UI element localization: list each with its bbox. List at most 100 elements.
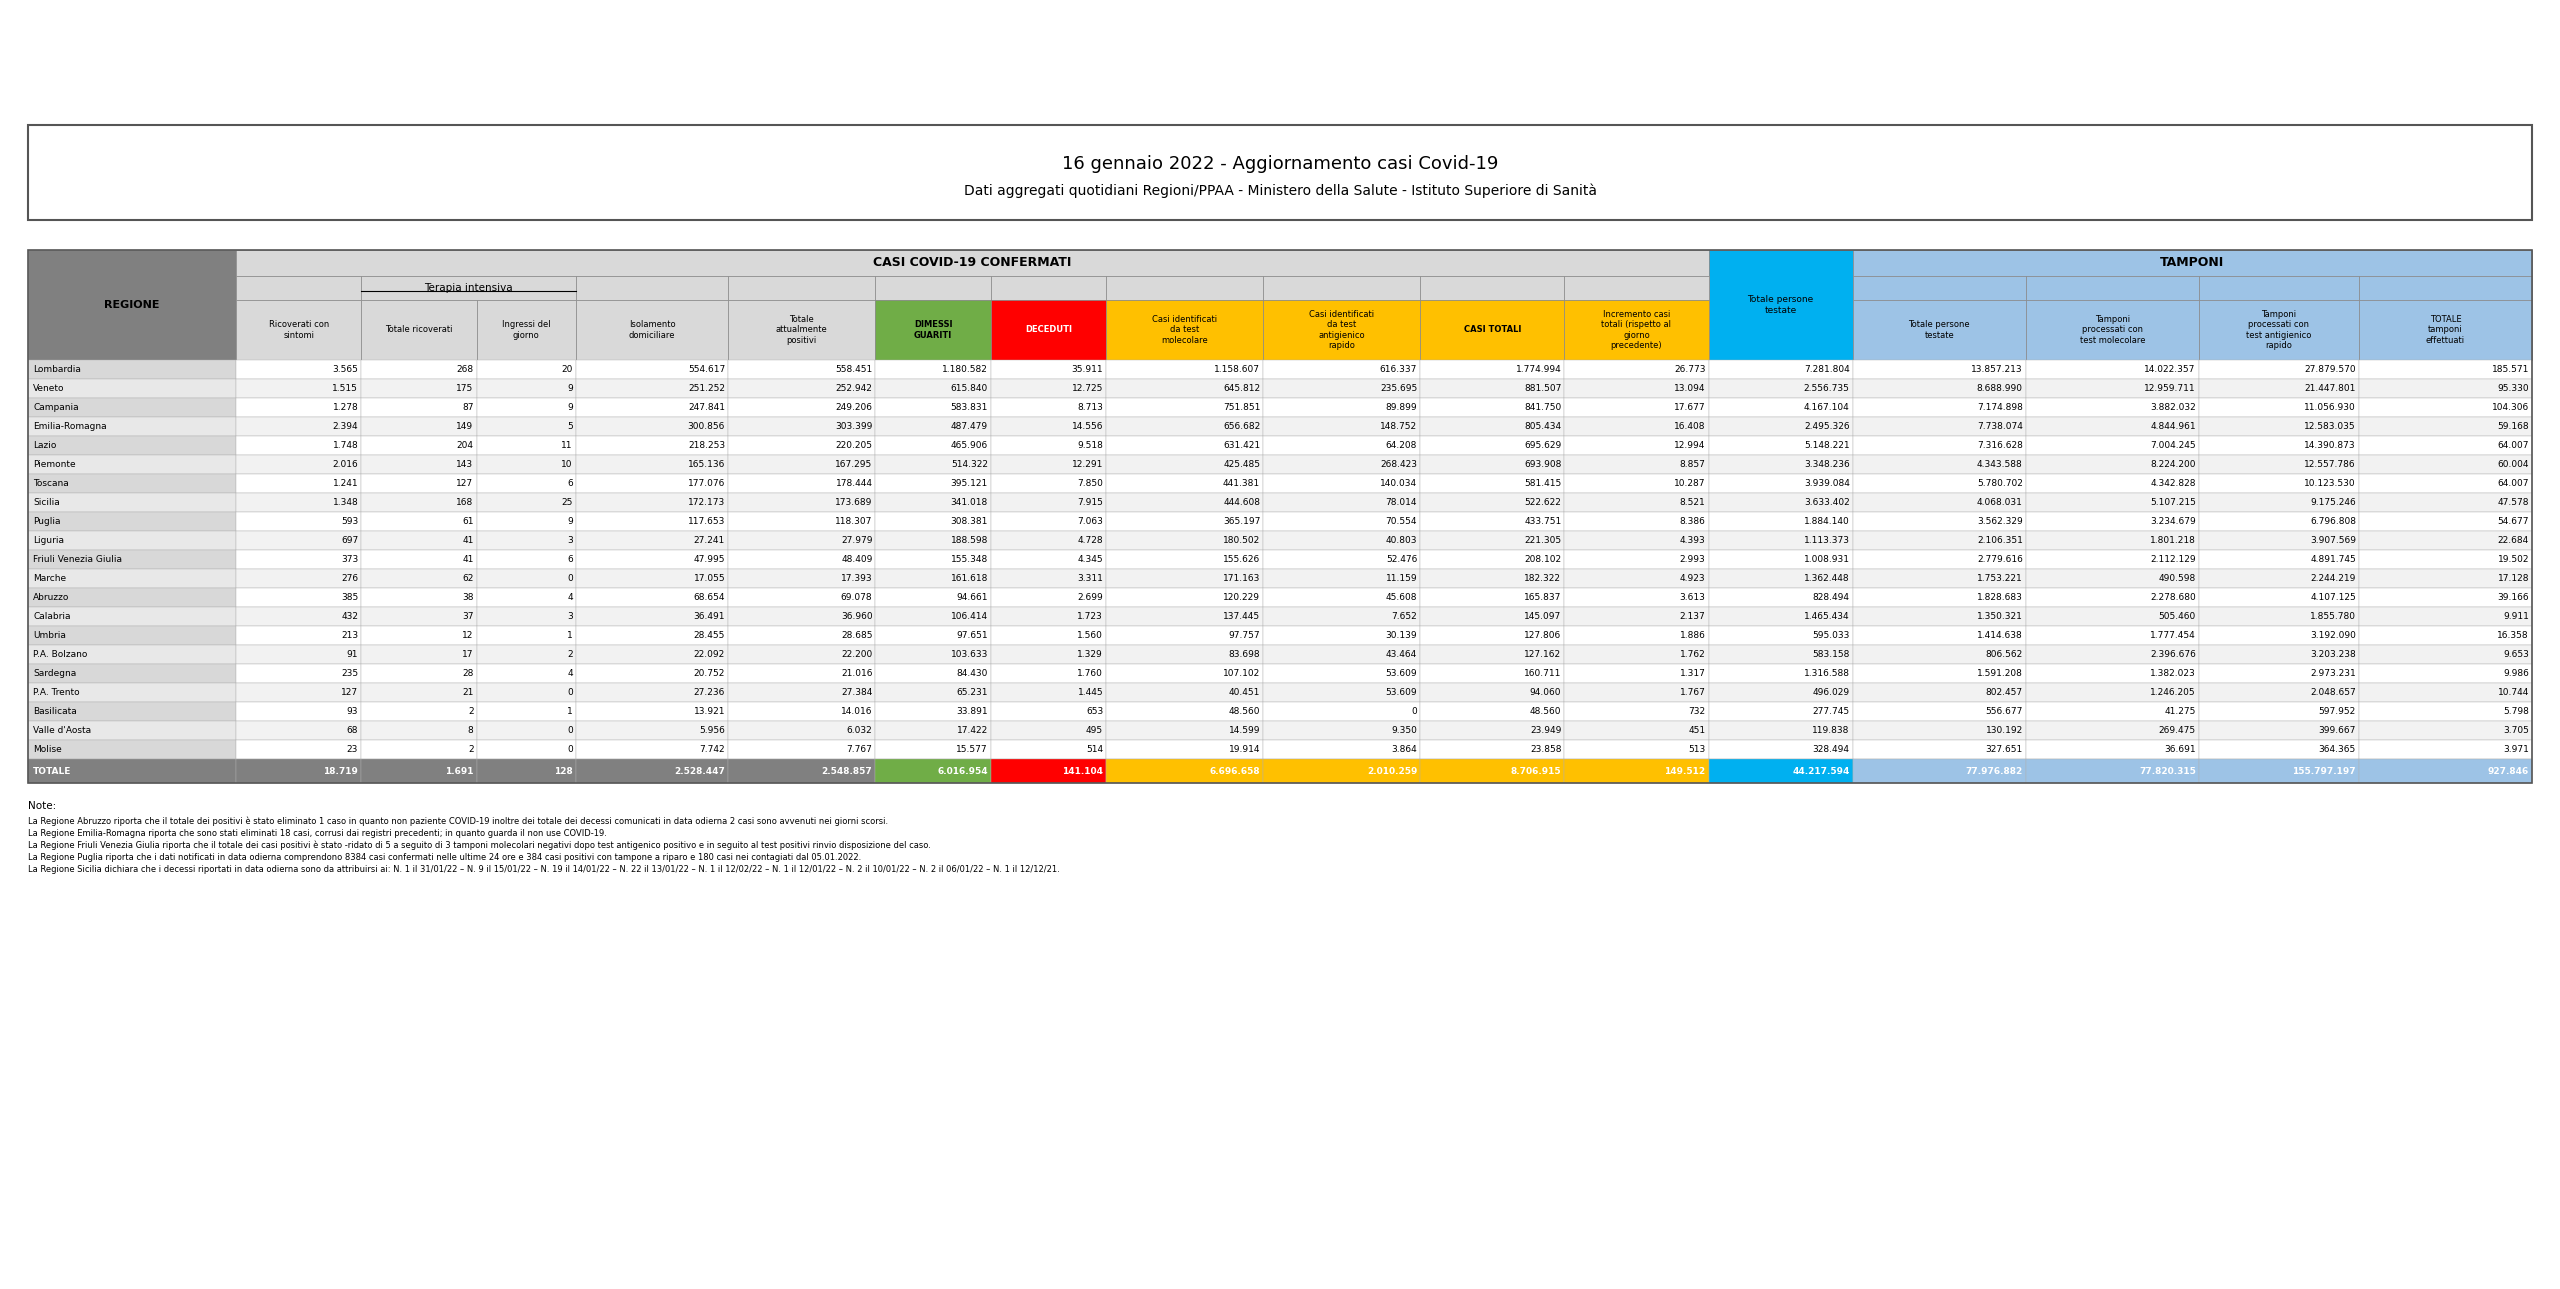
Text: 4.107.125: 4.107.125	[2309, 593, 2355, 602]
Bar	[476, 626, 576, 644]
Text: 140.034: 140.034	[1380, 480, 1418, 489]
Text: 91: 91	[346, 650, 358, 659]
Text: 155.797.197: 155.797.197	[2291, 767, 2355, 776]
Text: DECEDUTI: DECEDUTI	[1024, 326, 1073, 335]
Bar	[28, 607, 236, 626]
Bar	[2358, 568, 2532, 588]
Bar	[1106, 512, 1262, 531]
Text: 143: 143	[456, 460, 474, 469]
Text: 2.556.735: 2.556.735	[1805, 384, 1851, 393]
Text: 1.316.588: 1.316.588	[1805, 669, 1851, 678]
Text: 59.168: 59.168	[2499, 422, 2529, 431]
Text: 27.236: 27.236	[694, 688, 724, 697]
Text: 3.882.032: 3.882.032	[2150, 403, 2196, 412]
Text: 1.748: 1.748	[333, 441, 358, 450]
Text: Abruzzo: Abruzzo	[33, 593, 69, 602]
Text: DIMESSI
GUARITI: DIMESSI GUARITI	[914, 321, 952, 339]
Text: 64.007: 64.007	[2499, 480, 2529, 489]
Text: 65.231: 65.231	[957, 688, 988, 697]
Bar	[576, 759, 727, 782]
Text: 487.479: 487.479	[950, 422, 988, 431]
Bar	[476, 512, 576, 531]
Text: 1.774.994: 1.774.994	[1516, 365, 1562, 374]
Bar	[727, 626, 876, 644]
Text: 188.598: 188.598	[950, 536, 988, 545]
Bar	[476, 664, 576, 683]
Text: 12.291: 12.291	[1073, 460, 1103, 469]
Text: 1.180.582: 1.180.582	[942, 365, 988, 374]
Text: 47.995: 47.995	[694, 556, 724, 565]
Text: 7.174.898: 7.174.898	[1976, 403, 2022, 412]
Text: 3.348.236: 3.348.236	[1805, 460, 1851, 469]
Bar	[1421, 418, 1564, 436]
Text: 19.914: 19.914	[1229, 745, 1260, 754]
Bar	[576, 683, 727, 703]
Text: 87: 87	[461, 403, 474, 412]
Bar	[361, 607, 476, 626]
Bar	[2025, 492, 2199, 512]
Bar	[1262, 721, 1421, 740]
Bar	[1262, 550, 1421, 568]
Text: 41: 41	[463, 556, 474, 565]
Text: 9.175.246: 9.175.246	[2309, 498, 2355, 507]
Bar	[576, 531, 727, 550]
Bar	[876, 360, 991, 379]
Bar	[1708, 721, 1853, 740]
Bar	[1106, 276, 1262, 300]
Bar	[876, 276, 991, 300]
Text: 68.654: 68.654	[694, 593, 724, 602]
Bar	[236, 568, 361, 588]
Bar	[236, 436, 361, 455]
Bar	[876, 531, 991, 550]
Text: 17.393: 17.393	[840, 574, 873, 583]
Text: 2.016: 2.016	[333, 460, 358, 469]
Bar	[2199, 474, 2358, 492]
Text: 7.915: 7.915	[1078, 498, 1103, 507]
Text: 1: 1	[568, 706, 573, 715]
Bar	[1708, 703, 1853, 721]
Bar	[361, 644, 476, 664]
Text: 33.891: 33.891	[957, 706, 988, 715]
Bar	[727, 398, 876, 418]
Text: 495: 495	[1085, 726, 1103, 735]
Text: 22.684: 22.684	[2499, 536, 2529, 545]
Bar	[1106, 588, 1262, 607]
Text: 1.515: 1.515	[333, 384, 358, 393]
Text: 2.993: 2.993	[1679, 556, 1705, 565]
Bar	[476, 360, 576, 379]
Bar	[991, 418, 1106, 436]
Text: 3.311: 3.311	[1078, 574, 1103, 583]
Bar	[361, 300, 476, 360]
Text: 10.123.530: 10.123.530	[2304, 480, 2355, 489]
Bar	[1708, 550, 1853, 568]
Bar	[28, 740, 236, 759]
Text: 2.010.259: 2.010.259	[1367, 767, 1418, 776]
Text: TOTALE: TOTALE	[33, 767, 72, 776]
Bar	[1106, 721, 1262, 740]
Bar	[28, 568, 236, 588]
Bar	[876, 703, 991, 721]
Bar	[28, 455, 236, 474]
Bar	[1421, 512, 1564, 531]
Bar	[1421, 300, 1564, 360]
Bar	[476, 550, 576, 568]
Text: 1.723: 1.723	[1078, 612, 1103, 621]
Text: 1.008.931: 1.008.931	[1805, 556, 1851, 565]
Text: 373: 373	[340, 556, 358, 565]
Bar	[2025, 644, 2199, 664]
Bar	[1262, 455, 1421, 474]
Bar	[727, 418, 876, 436]
Bar	[1564, 512, 1708, 531]
Bar	[28, 644, 236, 664]
Bar	[576, 568, 727, 588]
Text: 1.855.780: 1.855.780	[2309, 612, 2355, 621]
Text: 127: 127	[340, 688, 358, 697]
Bar	[476, 300, 576, 360]
Text: 13.921: 13.921	[694, 706, 724, 715]
Text: 303.399: 303.399	[835, 422, 873, 431]
Text: 62: 62	[463, 574, 474, 583]
Text: P.A. Trento: P.A. Trento	[33, 688, 79, 697]
Bar	[991, 492, 1106, 512]
Text: 21.016: 21.016	[842, 669, 873, 678]
Bar	[28, 125, 2532, 220]
